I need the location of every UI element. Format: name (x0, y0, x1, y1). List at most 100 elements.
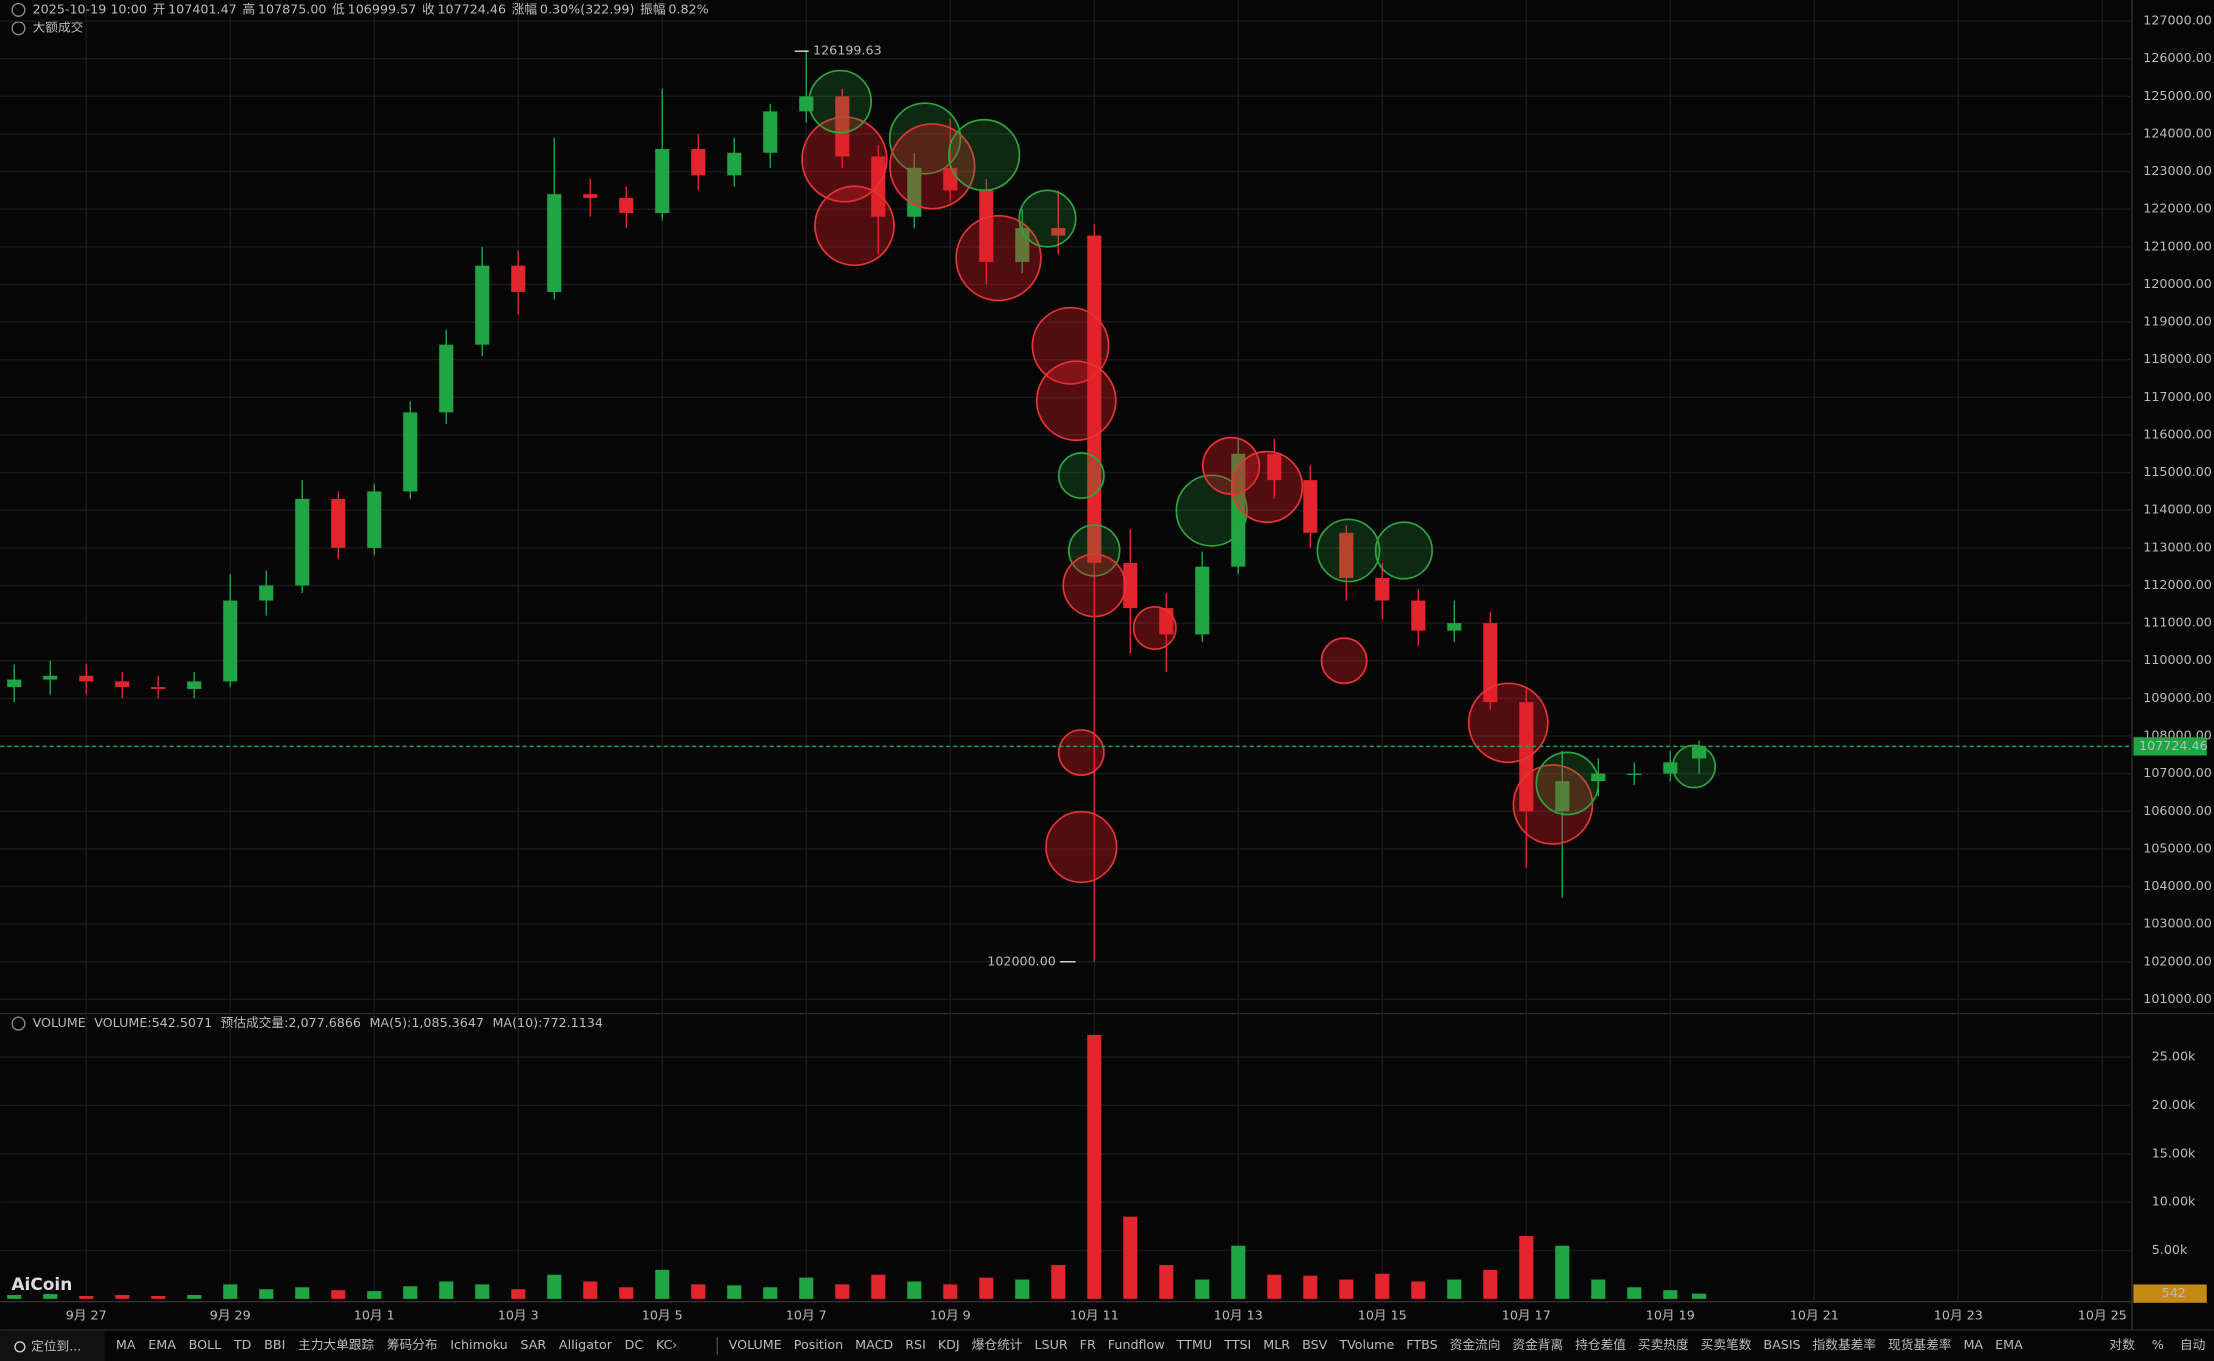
indicator-button[interactable]: VOLUME (729, 1337, 782, 1352)
volume-bar (1375, 1273, 1390, 1299)
x-tick-label: 9月 29 (210, 1307, 251, 1322)
candle-body (979, 190, 994, 262)
indicator-button[interactable]: MA (116, 1337, 136, 1352)
indicator-button[interactable]: 资金背离 (1512, 1337, 1563, 1352)
indicator-button[interactable]: BOLL (189, 1337, 222, 1352)
indicator-button[interactable]: 现货基差率 (1888, 1337, 1952, 1352)
large-trade-bubble (1062, 553, 1127, 618)
indicator-button[interactable]: BBI (264, 1337, 285, 1352)
large-trade-bubble (1035, 360, 1117, 442)
large-trade-bubble (808, 69, 873, 134)
indicator-button[interactable]: 爆仓统计 (972, 1337, 1023, 1352)
large-trade-bubble (1230, 450, 1304, 524)
indicator-button[interactable]: TTSI (1223, 1337, 1251, 1352)
y-tick-label: 110000.00 (2143, 652, 2212, 667)
volume-bar (1555, 1245, 1570, 1299)
indicator-button[interactable]: KDJ (938, 1337, 960, 1352)
candle-body (655, 149, 670, 213)
x-tick-label: 10月 17 (1502, 1307, 1551, 1322)
x-tick-label: 10月 1 (354, 1307, 395, 1322)
volume-bar (835, 1284, 850, 1299)
x-tick-label: 10月 5 (642, 1307, 683, 1322)
indicator-button[interactable]: FTBS (1406, 1337, 1437, 1352)
large-trade-bubble (1316, 518, 1381, 583)
volume-bar (943, 1284, 958, 1299)
candle-body (475, 265, 490, 345)
indicator-button[interactable]: MACD (855, 1337, 893, 1352)
indicator-button[interactable]: TVolume (1338, 1337, 1394, 1352)
y-tick-label: 20.00k (2152, 1097, 2196, 1112)
volume-bar (295, 1287, 310, 1299)
indicator-button[interactable]: MA (1964, 1337, 1984, 1352)
locate-button[interactable] (0, 1331, 105, 1361)
indicator-button[interactable]: 持仓差值 (1575, 1337, 1626, 1352)
volume-bar (979, 1277, 994, 1299)
candle-body (223, 600, 238, 682)
volume-title: VOLUME (33, 1015, 86, 1030)
collapse-icon[interactable] (11, 21, 26, 36)
indicator-button[interactable]: 主力大单跟踪 (298, 1337, 374, 1352)
candle-body (439, 344, 454, 413)
candle-body (1051, 228, 1066, 236)
indicator-button[interactable]: MLR (1263, 1337, 1290, 1352)
collapse-icon[interactable] (11, 2, 26, 17)
x-tick-label: 10月 7 (786, 1307, 827, 1322)
candle-body (1692, 746, 1707, 759)
header-label: 高 (242, 1, 255, 16)
volume-field: 预估成交量:2,077.6866 (221, 1015, 361, 1030)
large-trade-bubble (1018, 189, 1077, 248)
indicator-button[interactable]: 买卖笔数 (1701, 1337, 1752, 1352)
large-trade-bubble (888, 102, 962, 175)
y-tick-label: 122000.00 (2143, 201, 2212, 216)
indicator-button[interactable]: EMA (148, 1337, 176, 1352)
volume-bar (439, 1281, 454, 1299)
volume-bar (799, 1277, 814, 1299)
indicator-button[interactable]: KC (656, 1337, 673, 1352)
indicator-button[interactable]: TD (233, 1337, 252, 1352)
indicator-button[interactable]: SAR (520, 1337, 546, 1352)
y-tick-label: 127000.00 (2143, 13, 2212, 28)
indicator-button[interactable]: DC (625, 1337, 644, 1352)
header-value: 0.82% (668, 1, 708, 16)
logo: AiCoin (11, 1274, 72, 1294)
large-trade-bubble (1057, 729, 1105, 776)
indicator-button[interactable]: Position (794, 1337, 843, 1352)
candle-body (1447, 623, 1462, 631)
indicator-button[interactable]: 资金流向 (1450, 1337, 1501, 1352)
indicator-button[interactable]: 筹码分布 (387, 1337, 438, 1352)
indicator-button[interactable]: FR (1080, 1337, 1096, 1352)
locate-button-label[interactable]: 定位到... (31, 1338, 81, 1353)
y-tick-label: 106000.00 (2143, 803, 2212, 818)
indicator-button[interactable]: Alligator (559, 1337, 613, 1352)
indicator-button[interactable]: BASIS (1763, 1337, 1800, 1352)
volume-bar (475, 1284, 490, 1299)
candle-body (871, 156, 886, 217)
volume-bar (1339, 1279, 1354, 1299)
header-label: 低 (332, 1, 345, 16)
volume-bar (691, 1284, 706, 1299)
y-tick-label: 105000.00 (2143, 840, 2212, 855)
indicator-button[interactable]: LSUR (1034, 1337, 1067, 1352)
volume-bar (1519, 1236, 1534, 1299)
indicator-button[interactable]: BSV (1302, 1337, 1328, 1352)
collapse-icon[interactable] (11, 1016, 26, 1031)
volume-bar (619, 1287, 634, 1299)
indicator-button[interactable]: 买卖热度 (1638, 1337, 1689, 1352)
indicator-button[interactable]: 指数基差率 (1813, 1337, 1877, 1352)
indicator-button[interactable]: TTMU (1176, 1337, 1213, 1352)
volume-bar (1123, 1216, 1138, 1299)
header-value: 107724.46 (437, 1, 506, 16)
scale-option[interactable]: 自动 (2180, 1337, 2205, 1352)
indicator-button[interactable]: RSI (905, 1337, 926, 1352)
scale-option[interactable]: % (2152, 1337, 2164, 1352)
volume-bar (1692, 1293, 1707, 1299)
y-tick-label: 15.00k (2152, 1145, 2196, 1160)
indicator-button[interactable]: Fundflow (1108, 1337, 1165, 1352)
indicator-button[interactable]: EMA (1995, 1337, 2023, 1352)
indicator-button[interactable]: Ichimoku (450, 1337, 507, 1352)
large-trade-bubble (1535, 751, 1600, 816)
scale-option[interactable]: 对数 (2109, 1337, 2135, 1352)
volume-bar (583, 1281, 598, 1299)
candle-body (331, 498, 346, 548)
